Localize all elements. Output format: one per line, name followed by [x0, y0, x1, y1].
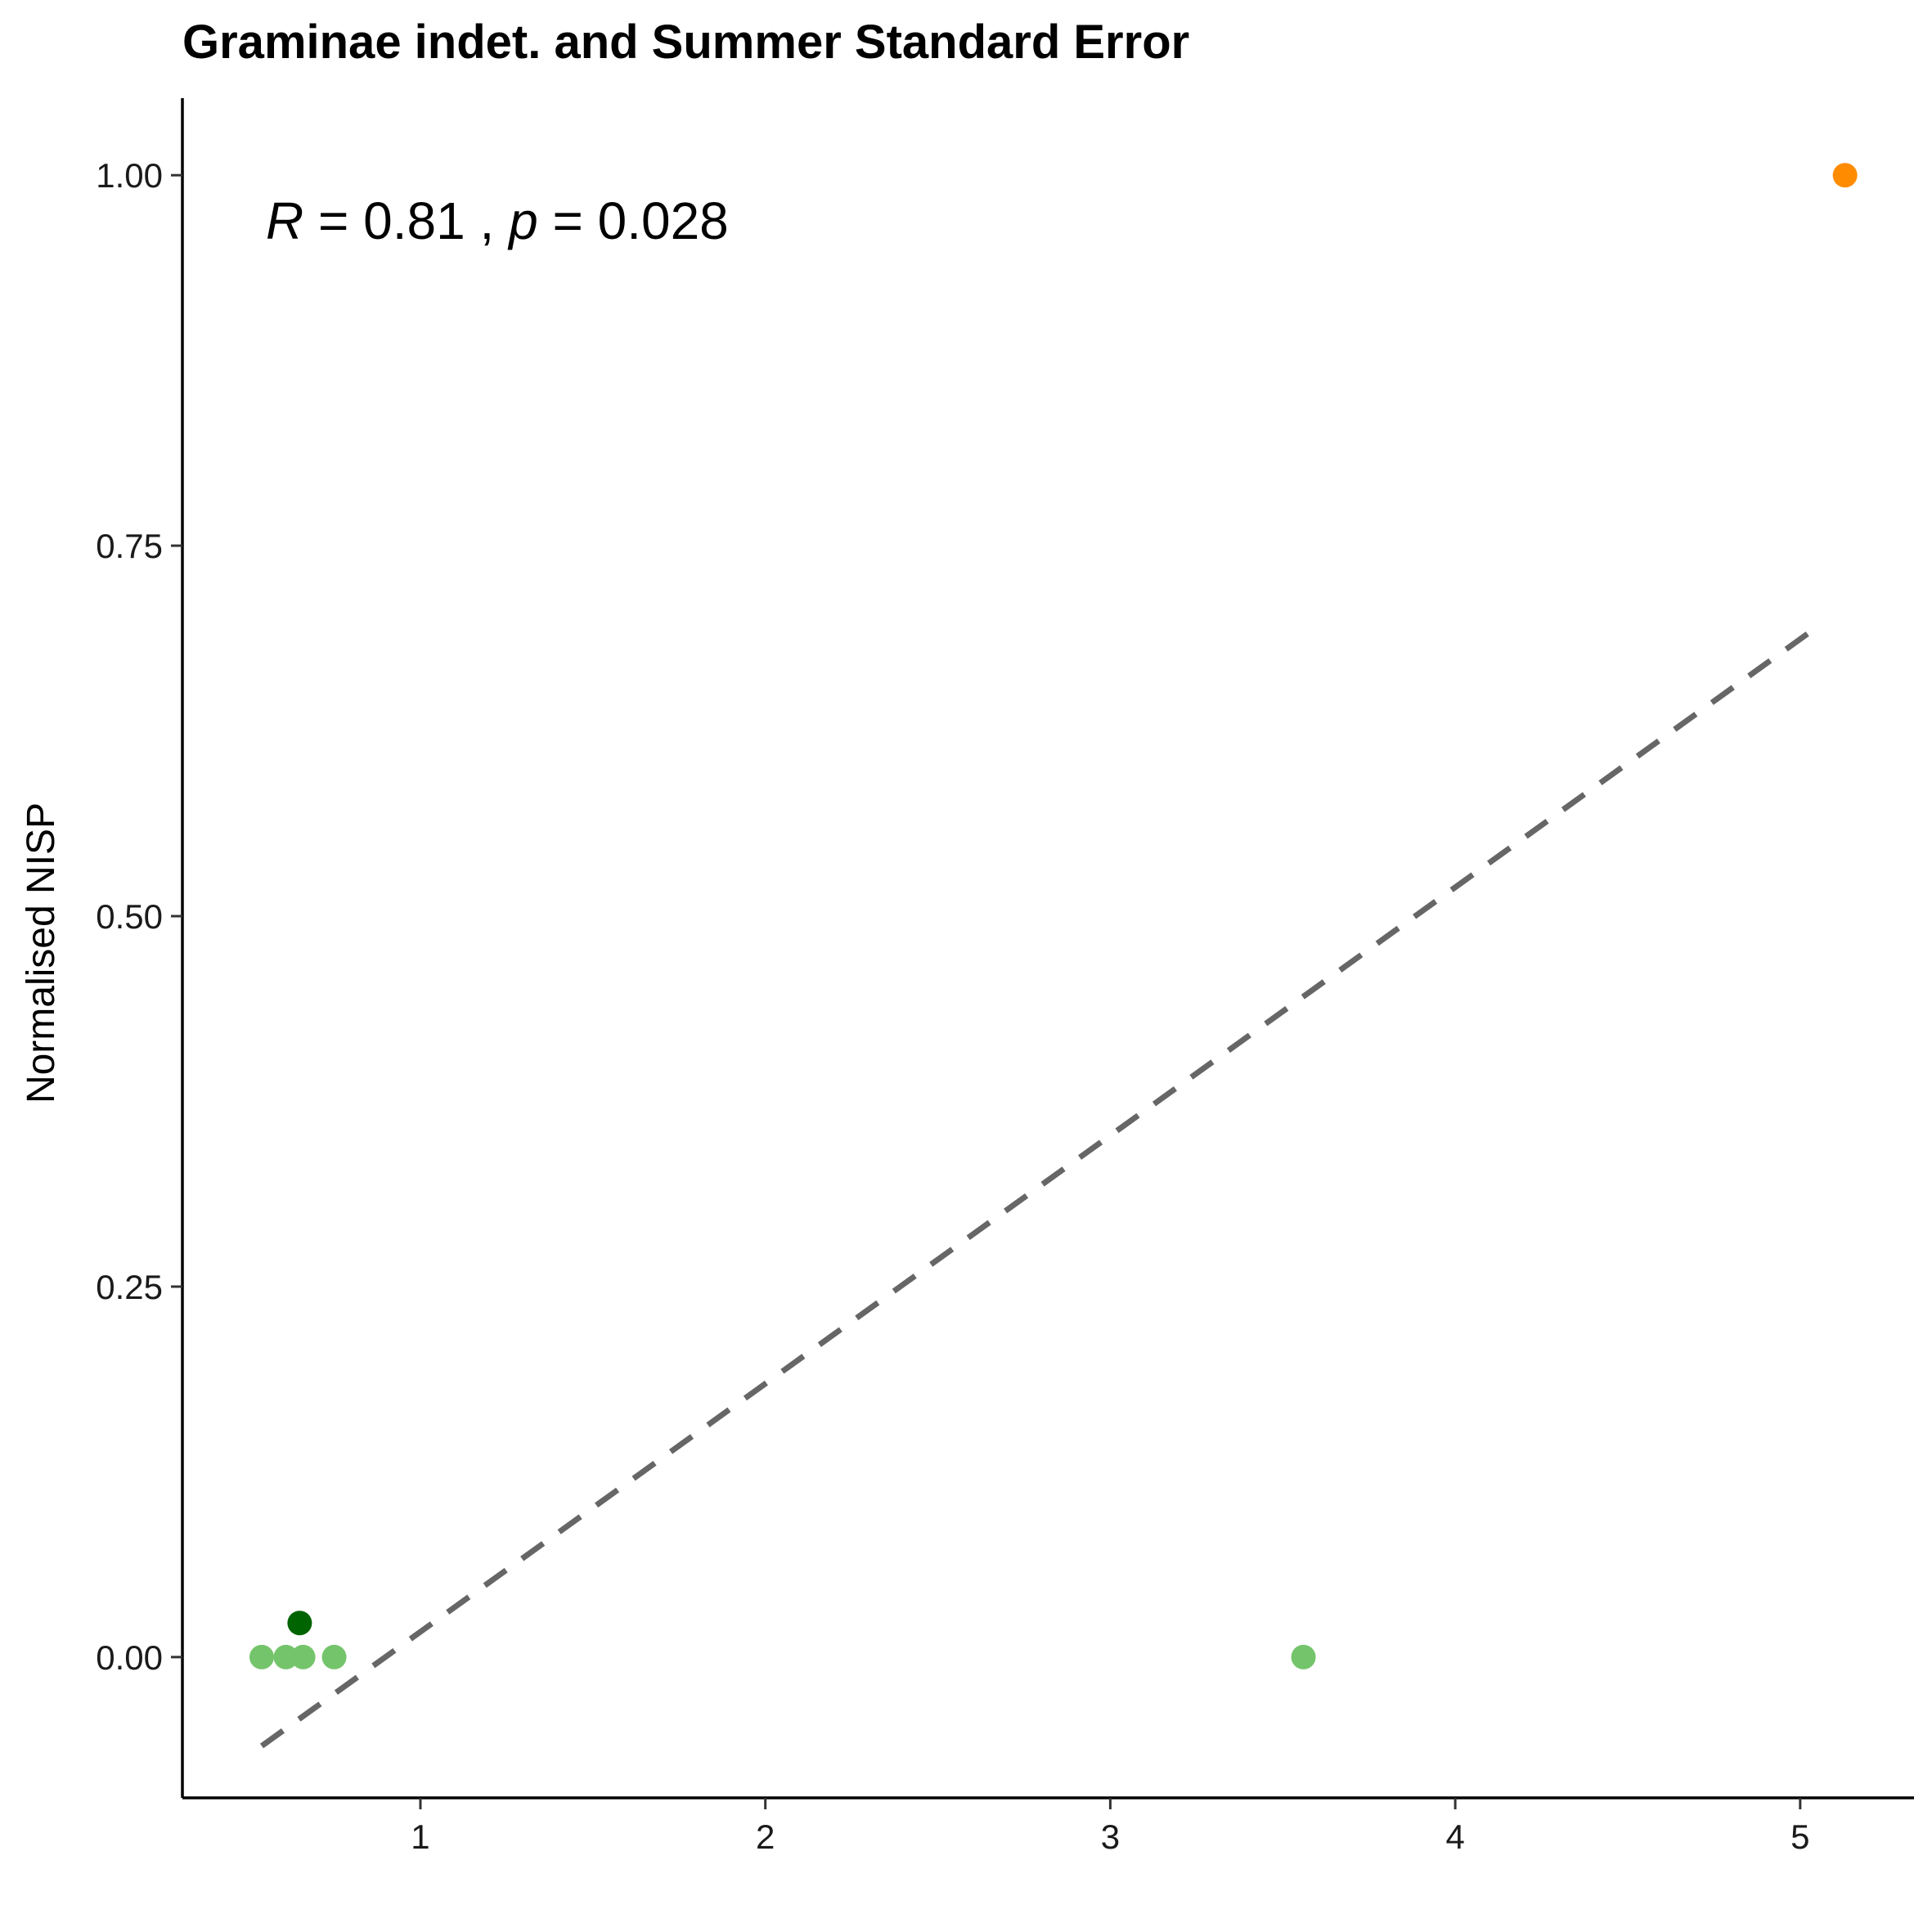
y-tick-label: 0.00 [96, 1638, 163, 1677]
x-tick-label: 5 [1790, 1817, 1809, 1856]
data-point [273, 1644, 299, 1669]
annotation-separator: , [480, 191, 495, 250]
y-tick-label: 1.00 [96, 156, 163, 195]
y-axis-title: Normalised NISP [20, 802, 63, 1103]
trend-line-group [259, 622, 1823, 1749]
x-tick-label: 4 [1445, 1817, 1464, 1856]
x-tick-label: 1 [411, 1817, 429, 1856]
data-point [287, 1611, 312, 1636]
p-symbol: p [507, 191, 538, 250]
x-tick-label: 3 [1101, 1817, 1120, 1856]
p-value: 0.028 [598, 191, 729, 250]
chart-title: Graminae indet. and Summer Standard Erro… [182, 16, 1190, 69]
data-point [1832, 163, 1858, 188]
y-tick-label: 0.25 [96, 1268, 163, 1306]
data-point [1291, 1644, 1316, 1669]
x-tick-label: 2 [756, 1817, 775, 1856]
y-tick-label: 0.50 [96, 897, 163, 936]
data-point [321, 1644, 347, 1669]
axes: 1 2 3 4 5 0.00 0.25 0.50 0.75 1.00 [96, 98, 1914, 1856]
points-group [249, 163, 1858, 1669]
data-point [290, 1644, 316, 1669]
trend-line [259, 622, 1823, 1749]
r-symbol: R [266, 191, 303, 250]
r-value: 0.81 [363, 191, 465, 250]
y-tick-label: 0.75 [96, 527, 163, 565]
data-point [249, 1644, 274, 1669]
correlation-annotation: R = 0.81 , p = 0.028 [266, 191, 729, 250]
